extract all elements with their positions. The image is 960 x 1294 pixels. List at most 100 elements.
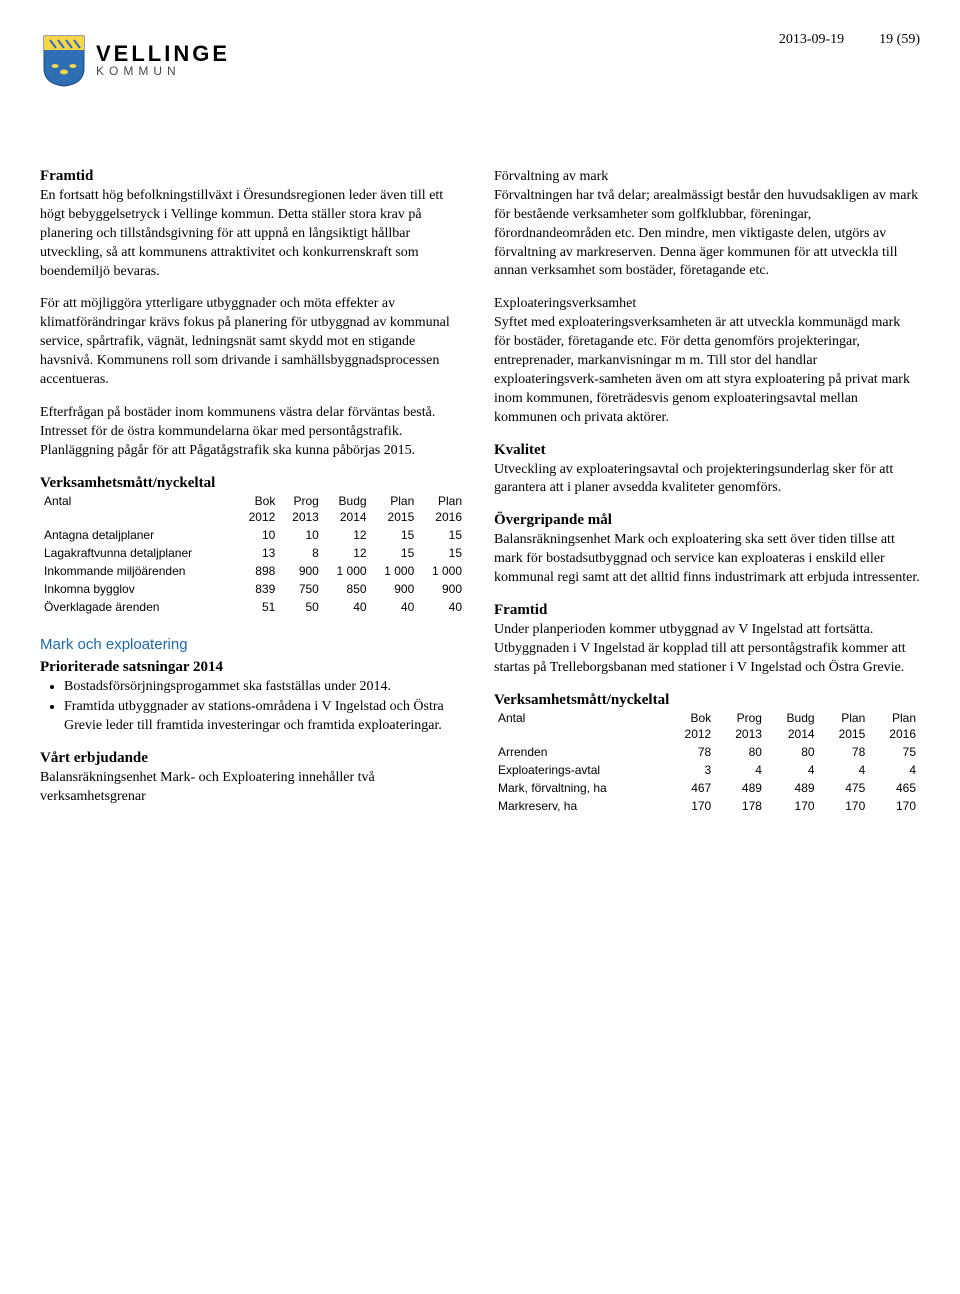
heading-overgripande-mal: Övergripande mål (494, 512, 920, 529)
content-columns: Framtid En fortsatt hög befolkningstillv… (40, 168, 920, 827)
para-forvaltning-body: Förvaltningen har två delar; arealmässig… (494, 188, 918, 279)
heading-kvalitet: Kvalitet (494, 442, 920, 459)
table-nyckeltal-1: AntalBokProgBudgPlanPlan 201220132014201… (40, 492, 466, 616)
table2-head-row2: 20122013201420152016 (494, 727, 920, 743)
table-col-subheader: 2016 (418, 510, 466, 526)
table-cell: 489 (715, 779, 766, 797)
para-forvaltning: Förvaltning av mark Förvaltningen har tv… (494, 168, 920, 281)
table-cell: 178 (715, 797, 766, 815)
table-row: Inkomna bygglov839750850900900 (40, 580, 466, 598)
table-cell: 50 (279, 598, 323, 616)
table-cell: 839 (236, 580, 280, 598)
header-meta: 2013-09-19 19 (59) (779, 32, 920, 48)
table-row: Antagna detaljplaner1010121515 (40, 526, 466, 544)
left-column: Framtid En fortsatt hög befolkningstillv… (40, 168, 466, 827)
logo: VELLINGE KOMMUN (40, 32, 230, 88)
para-vart: Balansräkningsenhet Mark- och Exploateri… (40, 769, 466, 807)
table-cell: 4 (869, 761, 920, 779)
table-cell: 15 (371, 544, 419, 562)
table-cell: 15 (418, 526, 466, 544)
table-cell: 900 (279, 562, 323, 580)
heading-framtid-2: Framtid (494, 602, 920, 619)
table-cell: 170 (819, 797, 870, 815)
table-cell: 40 (418, 598, 466, 616)
table-col-subheader: 2015 (371, 510, 419, 526)
page-header: VELLINGE KOMMUN 2013-09-19 19 (59) (40, 32, 920, 88)
table-row: Överklagade ärenden5150404040 (40, 598, 466, 616)
table-cell: 850 (323, 580, 371, 598)
table-cell: Inkommande miljöärenden (40, 562, 236, 580)
table-cell: 4 (819, 761, 870, 779)
list-item: Bostadsförsörjningsprogammet ska faststä… (64, 678, 466, 697)
table1-head-row2: 20122013201420152016 (40, 510, 466, 526)
para-framtid-3: Efterfrågan på bostäder inom kommunens v… (40, 404, 466, 461)
table-cell: Lagakraftvunna detaljplaner (40, 544, 236, 562)
table-nyckeltal-2: AntalBokProgBudgPlanPlan 201220132014201… (494, 709, 920, 815)
table-cell: Överklagade ärenden (40, 598, 236, 616)
table-cell: Markreserv, ha (494, 797, 665, 815)
para-framtid2: Under planperioden kommer utbyggnad av V… (494, 621, 920, 678)
table1-head-row1: AntalBokProgBudgPlanPlan (40, 492, 466, 510)
table-cell: 1 000 (418, 562, 466, 580)
table-col-subheader: 2014 (323, 510, 371, 526)
table-cell: Arrenden (494, 743, 665, 761)
table-col-subheader: 2014 (766, 727, 819, 743)
list-item: Framtida utbyggnader av stations-områden… (64, 698, 466, 736)
table-col-subheader: 2015 (819, 727, 870, 743)
table-cell: Exploaterings-avtal (494, 761, 665, 779)
table-cell: 4 (766, 761, 819, 779)
heading-vart-erbjudande: Vårt erbjudande (40, 750, 466, 767)
table-col-subheader: 2016 (869, 727, 920, 743)
table-row: Markreserv, ha170178170170170 (494, 797, 920, 815)
shield-icon (40, 32, 88, 88)
table-col-header: Antal (494, 709, 665, 727)
table-cell: 170 (766, 797, 819, 815)
table-cell: 900 (418, 580, 466, 598)
table-row: Lagakraftvunna detaljplaner138121515 (40, 544, 466, 562)
table-col-subheader (494, 727, 665, 743)
para-kvalitet: Utveckling av exploateringsavtal och pro… (494, 461, 920, 499)
table2-head-row1: AntalBokProgBudgPlanPlan (494, 709, 920, 727)
heading-framtid: Framtid (40, 168, 466, 185)
table-cell: 1 000 (323, 562, 371, 580)
para-forvaltning-lead: Förvaltning av mark (494, 169, 608, 184)
table-cell: 15 (371, 526, 419, 544)
table-cell: 170 (665, 797, 716, 815)
table-cell: 3 (665, 761, 716, 779)
table1-title: Verksamhetsmått/nyckeltal (40, 475, 466, 492)
logo-text: VELLINGE KOMMUN (96, 43, 230, 77)
table-cell: 10 (236, 526, 280, 544)
right-column: Förvaltning av mark Förvaltningen har tv… (494, 168, 920, 827)
para-exploatering: Exploateringsverksamhet Syftet med explo… (494, 295, 920, 427)
table1-head: AntalBokProgBudgPlanPlan 201220132014201… (40, 492, 466, 526)
table-col-header: Antal (40, 492, 236, 510)
table-cell: 467 (665, 779, 716, 797)
para-framtid-2: För att möjliggöra ytterligare utbyggnad… (40, 295, 466, 389)
table-col-header: Bok (236, 492, 280, 510)
section-mark-exploatering: Mark och exploatering (40, 636, 466, 653)
table-cell: 465 (869, 779, 920, 797)
table-col-subheader: 2012 (665, 727, 716, 743)
table-cell: 15 (418, 544, 466, 562)
table-cell: 170 (869, 797, 920, 815)
para-exploatering-body: Syftet med exploateringsverksamheten är … (494, 315, 910, 424)
table-cell: 13 (236, 544, 280, 562)
table-col-subheader: 2013 (715, 727, 766, 743)
table-cell: Mark, förvaltning, ha (494, 779, 665, 797)
table-col-header: Plan (371, 492, 419, 510)
logo-line1: VELLINGE (96, 43, 230, 65)
table-col-header: Plan (869, 709, 920, 727)
table-row: Mark, förvaltning, ha467489489475465 (494, 779, 920, 797)
table-cell: Antagna detaljplaner (40, 526, 236, 544)
table-cell: 898 (236, 562, 280, 580)
table-cell: 489 (766, 779, 819, 797)
table-col-subheader: 2013 (279, 510, 323, 526)
table-row: Exploaterings-avtal34444 (494, 761, 920, 779)
table-cell: Inkomna bygglov (40, 580, 236, 598)
heading-prioriterade: Prioriterade satsningar 2014 (40, 659, 466, 676)
header-date: 2013-09-19 (779, 32, 844, 47)
table2-body: Arrenden7880807875Exploaterings-avtal344… (494, 743, 920, 815)
table-cell: 475 (819, 779, 870, 797)
table-col-header: Bok (665, 709, 716, 727)
table-cell: 10 (279, 526, 323, 544)
